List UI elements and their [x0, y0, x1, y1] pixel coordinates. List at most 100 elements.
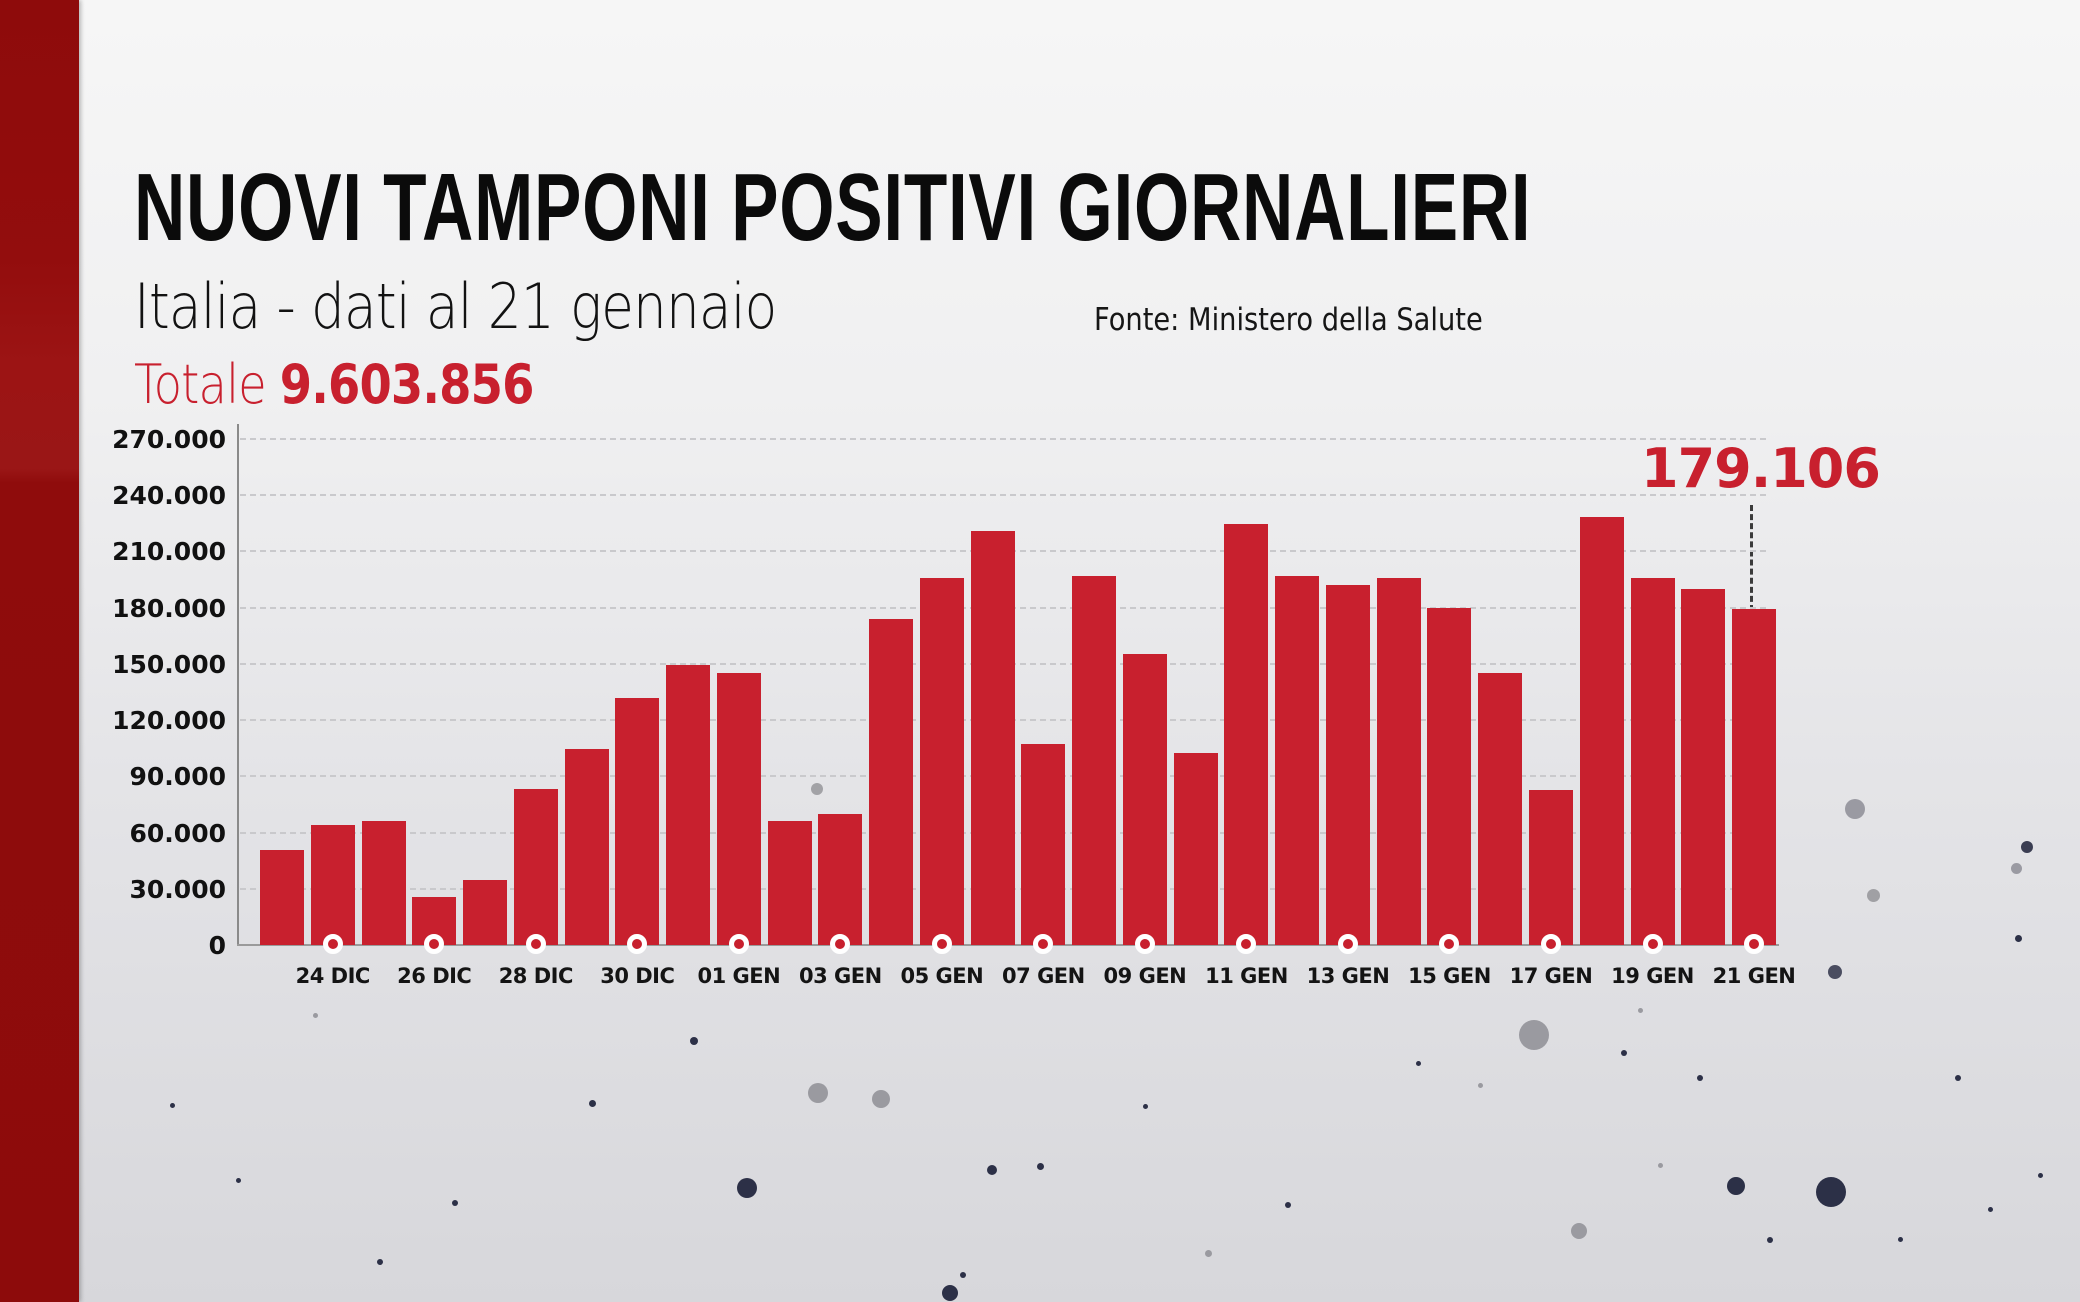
particle-dot [1727, 1177, 1745, 1195]
gridline [240, 494, 1766, 497]
particle-dot [960, 1272, 966, 1278]
particle-dot [1637, 1007, 1643, 1013]
x-tick-marker-icon [728, 934, 749, 954]
particle-dot [811, 783, 823, 795]
bar-01-gen [716, 673, 761, 945]
bar-02-gen [767, 821, 812, 945]
particle-dot [872, 1090, 890, 1108]
particle-dot [588, 1099, 596, 1107]
y-tick-label: 210.000 [112, 537, 226, 567]
bar-11-gen [1224, 524, 1269, 945]
bar-17-gen [1529, 789, 1573, 945]
bar-14-gen [1376, 577, 1421, 945]
x-tick-label: 15 GEN [1408, 964, 1491, 988]
x-tick-marker-icon [1744, 934, 1765, 954]
red-sidebar-band [0, 0, 79, 1302]
particle-dot [942, 1285, 958, 1301]
particle-dot [1036, 1162, 1044, 1170]
bar-10-gen [1173, 752, 1218, 945]
bar-06-gen [970, 530, 1015, 945]
particle-dot [2021, 841, 2033, 853]
bar-23-dic [260, 849, 304, 945]
bar-18-gen [1579, 517, 1624, 945]
x-tick-marker-icon [1236, 934, 1257, 954]
particle-dot [1955, 1075, 1961, 1081]
x-axis-line [237, 944, 1779, 946]
x-tick-label: 09 GEN [1103, 964, 1187, 988]
x-tick-label: 05 GEN [900, 964, 984, 988]
bar-25-dic [361, 820, 406, 945]
particle-dot [690, 1037, 698, 1045]
total-value: 9.603.856 [279, 353, 535, 416]
x-tick-label: 26 DIC [397, 964, 472, 988]
x-tick-marker-icon [1642, 934, 1663, 954]
x-tick-label: 28 DIC [498, 964, 574, 988]
bar-21-gen [1732, 609, 1777, 945]
particle-dot [1987, 1206, 1993, 1212]
particle-dot [2037, 1172, 2043, 1178]
bar-29-dic [564, 748, 609, 945]
x-tick-marker-icon [1033, 934, 1054, 954]
bar-13-gen [1325, 584, 1370, 945]
chart-title: NUOVI TAMPONI POSITIVI GIORNALIERI [134, 154, 1532, 261]
particle-dot [1657, 1162, 1663, 1168]
particle-dot [1697, 1075, 1703, 1081]
bar-12-gen [1275, 576, 1320, 945]
y-tick-label: 60.000 [129, 818, 226, 848]
particle-dot [2014, 934, 2022, 942]
x-tick-marker-icon [931, 934, 952, 954]
particle-dot [1767, 1237, 1773, 1243]
x-tick-label: 13 GEN [1306, 964, 1390, 988]
x-tick-marker-icon [1337, 934, 1358, 954]
total-label: Totale [134, 353, 267, 416]
source-note: Fonte: Ministero della Salute [1094, 302, 1483, 338]
latest-value-callout: 179.106 [1641, 437, 1881, 500]
particle-dot [737, 1178, 757, 1198]
x-tick-label: 03 GEN [799, 964, 882, 988]
x-tick-marker-icon [1541, 934, 1561, 954]
x-tick-label: 11 GEN [1205, 964, 1288, 988]
x-tick-marker-icon [1439, 934, 1460, 954]
particle-dot [169, 1102, 175, 1108]
x-tick-marker-icon [525, 934, 546, 954]
bar-31-dic [666, 664, 711, 945]
callout-dashed-line [1750, 505, 1753, 611]
particle-dot [1621, 1050, 1627, 1056]
particle-dot [1816, 1177, 1846, 1207]
y-tick-label: 240.000 [112, 481, 226, 511]
chart-subtitle: Italia - dati al 21 gennaio [134, 270, 777, 343]
bar-09-gen [1122, 654, 1167, 945]
bar-20-gen [1681, 589, 1726, 945]
particle-dot [1519, 1020, 1549, 1050]
particle-dot [1285, 1202, 1291, 1208]
y-tick-label: 180.000 [112, 593, 226, 623]
x-tick-label: 17 GEN [1509, 964, 1593, 988]
x-tick-marker-icon [322, 934, 343, 954]
bar-15-gen [1427, 607, 1472, 945]
particle-dot [1845, 799, 1865, 819]
particle-dot [1204, 1249, 1212, 1257]
y-tick-label: 30.000 [129, 874, 226, 904]
y-tick-label: 150.000 [112, 649, 226, 679]
y-tick-label: 0 [208, 931, 226, 960]
particle-dot [808, 1083, 828, 1103]
y-axis-line [237, 424, 239, 946]
x-tick-label: 30 DIC [600, 964, 675, 988]
y-tick-label: 120.000 [112, 706, 226, 736]
particle-dot [235, 1177, 241, 1183]
bar-04-gen [869, 618, 914, 945]
x-tick-marker-icon [627, 934, 648, 954]
bar-30-dic [615, 697, 660, 945]
y-tick-label: 90.000 [129, 762, 226, 792]
bar-05-gen [919, 577, 964, 945]
particle-dot [377, 1259, 383, 1265]
bar-24-dic [310, 824, 355, 945]
particle-dot [452, 1200, 458, 1206]
particle-dot [312, 1012, 318, 1018]
x-tick-marker-icon [830, 934, 851, 954]
x-tick-label: 07 GEN [1002, 964, 1085, 988]
particle-dot [1866, 888, 1880, 902]
particle-dot [1571, 1223, 1587, 1239]
particle-dot [1415, 1060, 1421, 1066]
